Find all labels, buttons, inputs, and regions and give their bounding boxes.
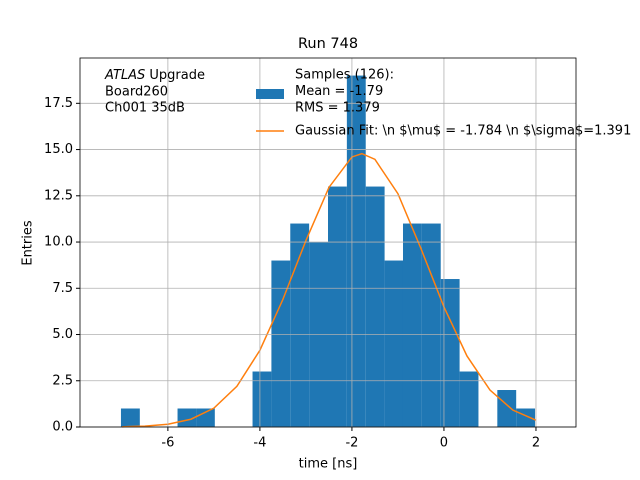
y-tick-label: 15.0: [44, 142, 73, 157]
plot-frame: [79, 57, 577, 428]
bar: [271, 260, 291, 427]
y-tick-label: 0.0: [52, 420, 73, 435]
annotation-line: Ch001 35dB: [105, 101, 185, 116]
bar: [384, 260, 403, 427]
fit-line: [121, 152, 537, 428]
legend-label: Samples (126):: [295, 68, 394, 83]
y-axis-label: Entries: [21, 220, 36, 266]
y-tick-label: 7.5: [52, 281, 73, 296]
annotation-line: Board260: [105, 85, 168, 100]
x-axis-label: time [ns]: [299, 457, 358, 472]
bar: [120, 408, 140, 427]
y-tick-label: 17.5: [44, 96, 73, 111]
bar: [365, 186, 385, 427]
legend-label: RMS = 1.379: [295, 101, 380, 116]
x-tick-label: 0: [440, 436, 448, 451]
legend-label: Gaussian Fit: \n $\mu$ = -1.784 \n $\sig…: [295, 124, 631, 139]
bar: [252, 371, 272, 427]
x-tick-label: -4: [253, 436, 266, 451]
x-tick-label: -2: [345, 436, 358, 451]
bar: [290, 223, 310, 427]
bar: [440, 279, 460, 427]
bar: [421, 223, 441, 427]
bar: [459, 371, 479, 427]
y-tick-label: 2.5: [52, 373, 73, 388]
annotation: ATLAS Upgrade: [104, 68, 205, 83]
bar: [402, 223, 422, 427]
y-tick-label: 5.0: [52, 327, 73, 342]
annotation-text: Upgrade: [145, 68, 205, 83]
y-tick-label: 10.0: [44, 235, 73, 250]
annotation-italic: ATLAS: [104, 68, 145, 83]
bar: [196, 408, 215, 427]
legend-patch: [256, 89, 284, 99]
y-tick-label: 12.5: [44, 188, 73, 203]
chart-title: Run 748: [298, 36, 358, 52]
legend-label: Mean = -1.79: [295, 84, 383, 99]
bar: [328, 186, 347, 427]
x-tick-label: 2: [532, 436, 540, 451]
bar: [177, 408, 197, 427]
bar: [497, 390, 517, 427]
x-tick-label: -6: [161, 436, 174, 451]
